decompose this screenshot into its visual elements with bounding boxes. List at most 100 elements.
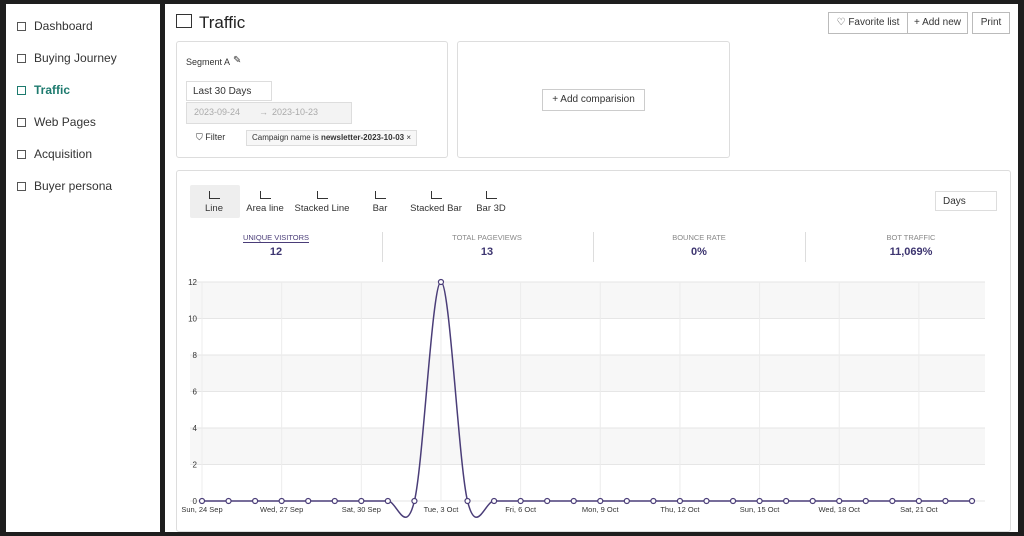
point	[252, 497, 259, 505]
point	[570, 497, 577, 505]
y-tick-label: 12	[188, 278, 197, 287]
sidebar: Dashboard Buying Journey Traffic Web Pages A…	[6, 4, 160, 532]
point	[836, 497, 843, 505]
nav-item[interactable]: Buyer persona	[34, 179, 113, 193]
metric-label: TOTAL PAGEVIEWS	[407, 233, 567, 242]
tab-icon	[486, 191, 497, 199]
chart-type-tab[interactable]: Stacked Line	[294, 203, 350, 214]
label: Favorite list	[848, 17, 900, 28]
point	[783, 497, 790, 505]
tab-icon	[260, 191, 271, 199]
tab-icon	[375, 191, 386, 199]
point	[809, 497, 816, 505]
metric-divider	[593, 232, 594, 262]
add-new-button[interactable]: + Add new	[907, 12, 968, 34]
point	[676, 497, 684, 505]
metric-value: 13	[480, 246, 494, 258]
y-tick-label: 4	[193, 424, 198, 433]
label: Add comparision	[560, 94, 635, 105]
nav-icon	[17, 86, 26, 95]
point	[198, 497, 206, 505]
title-icon	[176, 14, 192, 28]
chart-card	[176, 170, 1011, 532]
chip-value: newsletter-2023-10-03	[320, 133, 405, 142]
x-tick-label: Sat, 21 Oct	[900, 505, 938, 514]
point	[384, 497, 391, 505]
grid-band	[190, 282, 985, 319]
chart-type-tab[interactable]: Area line	[246, 203, 284, 214]
chart-type-tab[interactable]: Bar 3D	[476, 203, 506, 214]
metric-label-text: BOT TRAFFIC	[886, 233, 936, 242]
nav-item[interactable]: Web Pages	[34, 115, 96, 129]
metric-label: BOUNCE RATE	[619, 233, 779, 242]
point	[862, 497, 869, 505]
point	[915, 497, 922, 505]
nav-item[interactable]: Dashboard	[34, 19, 93, 33]
point	[729, 497, 737, 505]
metric-label-text[interactable]: UNIQUE VISITORS	[242, 233, 310, 243]
point	[650, 497, 657, 505]
x-tick-label: Sun, 24 Sep	[181, 505, 222, 514]
y-tick-label: 10	[188, 315, 197, 324]
chart-type-tab[interactable]: Bar	[372, 203, 388, 214]
edit-icon[interactable]: ✎	[233, 55, 242, 66]
point	[358, 497, 365, 505]
arrow: →	[259, 107, 268, 117]
point	[437, 278, 445, 286]
nav-icon	[17, 182, 26, 191]
point	[464, 497, 471, 505]
y-tick-label: 6	[193, 388, 198, 397]
point	[968, 497, 976, 505]
point	[756, 497, 763, 505]
metric-label-text: TOTAL PAGEVIEWS	[452, 233, 522, 242]
range-select[interactable]: Last 30 Days	[186, 81, 272, 101]
tab-selected-bg	[190, 185, 240, 218]
tab-icon	[317, 191, 328, 199]
chip-prefix: Campaign name is	[252, 133, 319, 142]
nav-icon	[17, 150, 26, 159]
y-tick-label: 2	[193, 461, 198, 470]
favorite-button[interactable]: ♡ Favorite list	[828, 12, 908, 34]
point	[942, 497, 949, 505]
granularity-select[interactable]: Days	[935, 191, 997, 211]
y-tick-label: 0	[193, 497, 198, 506]
filter-button[interactable]: ⛉ Filter	[196, 132, 226, 142]
metric-value: 11,069%	[889, 246, 933, 258]
tab-icon	[209, 191, 220, 199]
point	[490, 497, 498, 505]
nav-item[interactable]: Acquisition	[34, 147, 93, 161]
end-date: 2023-10-23	[272, 107, 319, 117]
nav-icon	[17, 54, 26, 63]
point	[517, 497, 524, 505]
label: Add new	[922, 17, 961, 28]
nav-item[interactable]: Traffic	[34, 83, 71, 97]
x-tick-label: Thu, 12 Oct	[660, 505, 700, 514]
add-comparison-button[interactable]: + Add comparision	[542, 89, 645, 111]
print-button[interactable]: Print	[972, 12, 1010, 34]
filter-chip[interactable]: Campaign name is newsletter-2023-10-03 ×	[246, 130, 417, 146]
tab-icon	[431, 191, 442, 199]
point	[331, 497, 338, 505]
metric-value: 12	[269, 246, 283, 258]
point	[411, 497, 418, 505]
x-tick-label: Mon, 9 Oct	[582, 505, 620, 514]
point	[597, 497, 604, 505]
start-date: 2023-09-24	[194, 107, 241, 117]
x-tick-label: Sun, 15 Oct	[740, 505, 781, 514]
date-range[interactable]	[186, 102, 352, 124]
point	[225, 497, 232, 505]
chart-type-tab[interactable]: Line	[205, 203, 223, 214]
metric-value: 0%	[691, 246, 707, 258]
metric-label: UNIQUE VISITORS	[196, 233, 356, 243]
x-tick-label: Fri, 6 Oct	[505, 505, 537, 514]
grid-band	[190, 355, 985, 392]
page-title: Traffic	[199, 13, 246, 32]
nav-item[interactable]: Buying Journey	[34, 51, 117, 65]
point	[544, 497, 551, 505]
chart-type-tab[interactable]: Stacked Bar	[410, 203, 462, 214]
nav-icon	[17, 118, 26, 127]
metric-divider	[805, 232, 806, 262]
point	[623, 497, 630, 505]
point	[889, 497, 896, 505]
